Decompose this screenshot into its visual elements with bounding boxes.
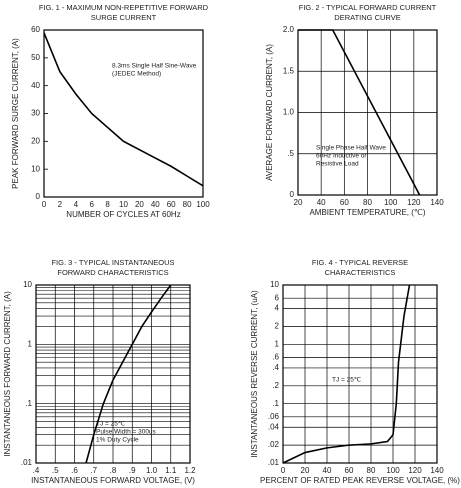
chart-title: FIG. 1 - MAXIMUM NON-REPETITIVE FORWARD (39, 3, 209, 12)
x-tick-label: 100 (384, 198, 398, 207)
annotation: (JEDEC Method) (112, 71, 161, 78)
x-tick-label: 120 (407, 198, 421, 207)
x-tick-label: 10 (119, 200, 128, 209)
y-tick-label: 2 (275, 322, 280, 331)
x-tick-label: 6 (89, 200, 94, 209)
x-tick-label: .4 (33, 466, 40, 475)
x-tick-label: 8 (105, 200, 110, 209)
y-tick-label: 0 (290, 190, 295, 199)
x-tick-label: 1.0 (146, 466, 158, 475)
y-tick-label: .6 (272, 353, 279, 362)
y-tick-label: 20 (31, 136, 40, 145)
y-axis-label: PEAK FORWARD SURGE CURRENT, (A) (11, 38, 20, 189)
y-tick-label: .02 (268, 440, 280, 449)
y-tick-label: 30 (31, 109, 40, 118)
x-axis-label: NUMBER OF CYCLES AT 60Hz (66, 210, 180, 219)
annotation: Resistive Load (316, 161, 359, 168)
y-tick-label: 10 (31, 164, 40, 173)
y-axis-label: AVERAGE FORWARD CURRENT, (A) (265, 44, 274, 181)
x-axis-label: PERCENT OF RATED PEAK REVERSE VOLTAGE, (… (260, 476, 460, 485)
annotation: TJ = 25℃ (96, 421, 126, 428)
x-tick-label: 140 (430, 198, 444, 207)
plot-frame (35, 284, 191, 464)
plot-frame (297, 29, 438, 196)
y-tick-label: 10 (23, 280, 32, 289)
chart-title: FORWARD CHARACTERISTICS (57, 268, 168, 277)
annotation: TJ = 25℃ (332, 377, 362, 384)
plot-frame (43, 29, 204, 198)
x-tick-label: .8 (110, 466, 117, 475)
y-tick-label: 10 (270, 280, 279, 289)
y-tick-label: 4 (275, 304, 280, 313)
y-tick-label: .1 (25, 399, 32, 408)
x-tick-label: 60 (340, 198, 349, 207)
y-tick-label: .4 (272, 363, 279, 372)
x-tick-label: 2 (58, 200, 63, 209)
x-tick-label: 0 (281, 466, 286, 475)
x-tick-label: 40 (323, 466, 332, 475)
x-tick-label: 80 (183, 200, 192, 209)
x-tick-label: 0 (42, 200, 47, 209)
y-tick-label: 1 (275, 339, 280, 348)
x-tick-label: .7 (90, 466, 97, 475)
x-axis-label: INSTANTANEOUS FORWARD VOLTAGE, (V) (31, 476, 195, 485)
y-tick-label: .1 (272, 399, 279, 408)
chart-title: FIG. 3 - TYPICAL INSTANTANEOUS (51, 258, 174, 267)
x-tick-label: 40 (317, 198, 326, 207)
y-tick-label: 6 (275, 293, 280, 302)
y-tick-label: .5 (287, 149, 294, 158)
x-tick-label: 120 (408, 466, 422, 475)
x-tick-label: 40 (151, 200, 160, 209)
x-tick-label: 100 (196, 200, 210, 209)
x-tick-label: 140 (430, 466, 444, 475)
y-tick-label: .04 (268, 422, 280, 431)
x-tick-label: 20 (135, 200, 144, 209)
y-tick-label: .06 (268, 412, 280, 421)
y-axis-label: INSTANTANEOUS FORWARD CURRENT, (A) (3, 291, 12, 457)
y-tick-label: .2 (272, 381, 279, 390)
annotation: Single Phase Half Wave (316, 145, 386, 152)
y-tick-label: 1.5 (283, 66, 295, 75)
x-tick-label: 80 (363, 198, 372, 207)
x-tick-label: 1.2 (184, 466, 196, 475)
y-tick-label: 1 (28, 339, 33, 348)
chart-title: FIG. 2 - TYPICAL FORWARD CURRENT (299, 3, 437, 12)
chart-title: FIG. 4 - TYPICAL REVERSE (312, 258, 408, 267)
y-tick-label: 40 (31, 81, 40, 90)
x-tick-label: 100 (386, 466, 400, 475)
annotation: 60Hz Inductive or (316, 153, 367, 160)
x-tick-label: 20 (294, 198, 303, 207)
x-tick-label: 4 (74, 200, 79, 209)
y-tick-label: .01 (21, 458, 33, 467)
y-tick-label: 50 (31, 53, 40, 62)
chart-title: CHARACTERISTICS (325, 268, 396, 277)
y-tick-label: .01 (268, 458, 280, 467)
data-line (282, 284, 411, 464)
data-line (43, 32, 204, 187)
x-tick-label: 20 (301, 466, 310, 475)
x-tick-label: 80 (367, 466, 376, 475)
y-tick-label: 60 (31, 25, 40, 34)
data-line (298, 29, 421, 196)
x-tick-label: .5 (52, 466, 59, 475)
annotation: 8.3ms Single Half Sine-Wave (112, 63, 197, 70)
plot-frame (282, 284, 438, 464)
annotation: Pulse Width = 300us (96, 429, 157, 436)
x-tick-label: 60 (345, 466, 354, 475)
x-tick-label: .9 (129, 466, 136, 475)
x-tick-label: 1.1 (165, 466, 177, 475)
y-tick-label: 1.0 (283, 108, 295, 117)
chart-title: DERATING CURVE (334, 13, 400, 22)
y-axis-label: INSTANTANEOUS REVERSE CURRENT, (uA) (250, 290, 259, 458)
x-tick-label: .6 (71, 466, 78, 475)
chart-title: SURGE CURRENT (91, 13, 157, 22)
data-line (85, 284, 172, 464)
annotation: 1% Duty Cycle (96, 437, 139, 444)
x-tick-label: 60 (167, 200, 176, 209)
x-axis-label: AMBIENT TEMPERATURE, (℃) (309, 208, 425, 217)
y-tick-label: 2.0 (283, 25, 295, 34)
y-tick-label: 0 (36, 192, 41, 201)
